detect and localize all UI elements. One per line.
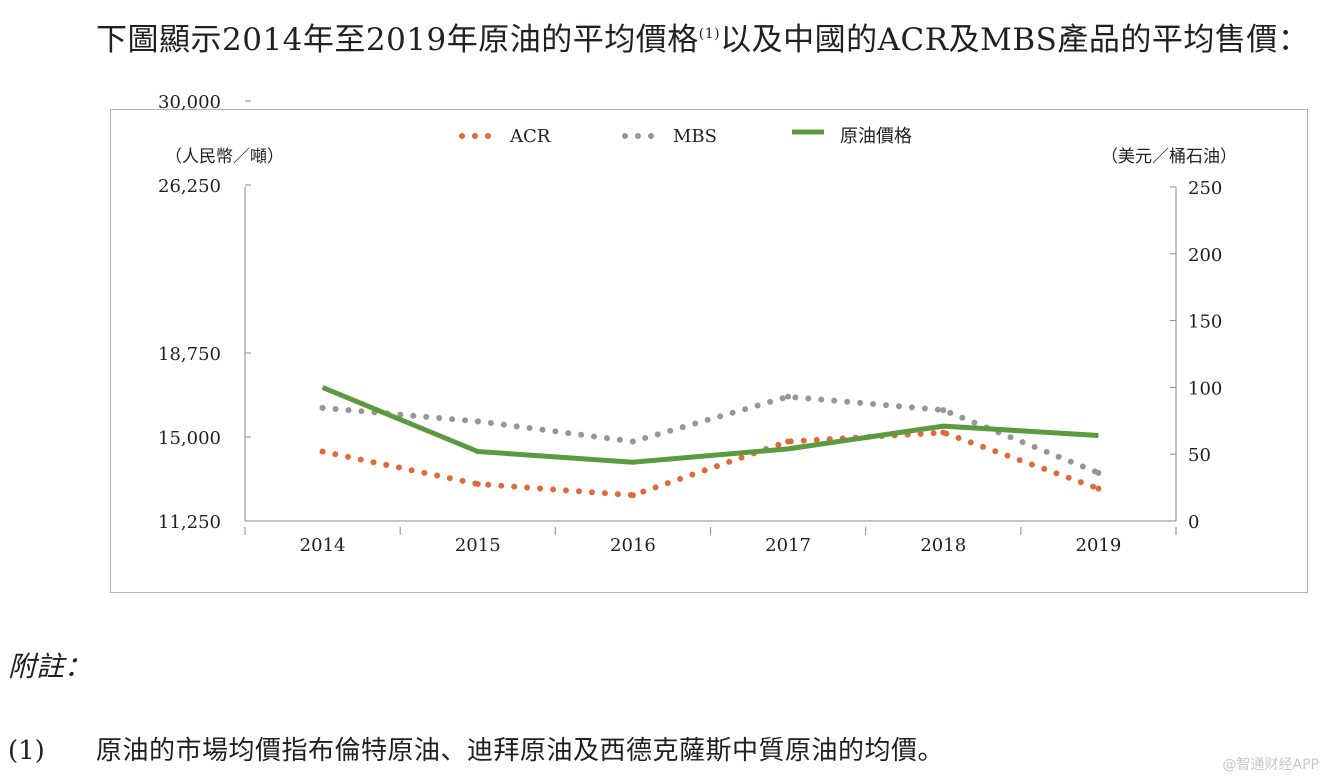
mbs-data-point xyxy=(785,393,792,400)
watermark: @智通财经APP xyxy=(1222,757,1319,773)
left-tick-label: 26,250 xyxy=(158,176,221,197)
right-tick-label: 100 xyxy=(1188,378,1222,399)
right-axis-unit-label: （美元／桶石油） xyxy=(1101,147,1237,167)
left-tick-label: 15,000 xyxy=(158,428,221,449)
intro-paragraph: 下圖顯示2014年至2019年原油的平均價格(1)以及中國的ACR及MBS產品的… xyxy=(96,12,1321,62)
right-tick-label: 0 xyxy=(1188,512,1199,533)
left-tick-label: 30,000 xyxy=(158,92,221,113)
x-tick-label: 2014 xyxy=(300,535,346,556)
acr-data-point xyxy=(629,492,636,499)
acr-series-line xyxy=(319,429,1102,499)
mbs-series-line xyxy=(319,393,1102,476)
acr-legend-label: ACR xyxy=(509,126,551,147)
acr-data-point xyxy=(785,438,792,445)
mbs-data-point xyxy=(319,404,326,411)
acr-data-point xyxy=(1095,485,1102,492)
mbs-data-point xyxy=(629,438,636,445)
note-number: (1) xyxy=(8,736,45,766)
x-tick-label: 2018 xyxy=(920,535,966,556)
chart-frame xyxy=(110,109,1308,593)
x-tick-label: 2015 xyxy=(455,535,501,556)
right-tick-label: 250 xyxy=(1188,178,1222,199)
right-tick-label: 50 xyxy=(1188,445,1211,466)
mbs-data-point xyxy=(940,407,947,414)
notes-heading: 附註： xyxy=(8,650,93,683)
acr-data-point xyxy=(940,429,947,436)
mbs-data-point xyxy=(1095,469,1102,476)
acr-data-point xyxy=(319,448,326,455)
mbs-legend-label: MBS xyxy=(673,126,717,147)
crude-oil-series-line xyxy=(321,385,1099,465)
intro-text-before: 下圖顯示2014年至2019年原油的平均價格 xyxy=(96,22,699,58)
left-tick-label: 18,750 xyxy=(158,344,221,365)
left-axis-unit-label: （人民幣／噸） xyxy=(165,147,284,167)
left-tick-label: 11,250 xyxy=(158,512,221,533)
right-tick-label: 200 xyxy=(1188,245,1222,266)
crude-oil-legend-label: 原油價格 xyxy=(840,126,912,147)
price-chart: 30,000 26,250 18,750 15,000 11,250 （人民幣／噸） 250… xyxy=(158,92,1237,556)
right-tick-label: 150 xyxy=(1188,312,1222,333)
intro-text-after: 以及中國的ACR及MBS產品的平均售價： xyxy=(720,22,1310,58)
x-tick-label: 2019 xyxy=(1076,535,1122,556)
acr-data-point xyxy=(474,481,481,488)
x-tick-label: 2016 xyxy=(610,535,656,556)
x-tick-label: 2017 xyxy=(765,535,811,556)
mbs-data-point xyxy=(474,418,481,425)
intro-footnote-marker: (1) xyxy=(698,26,721,42)
note-text: 原油的市場均價指布倫特原油、迪拜原油及西德克薩斯中質原油的均價。 xyxy=(96,736,945,766)
